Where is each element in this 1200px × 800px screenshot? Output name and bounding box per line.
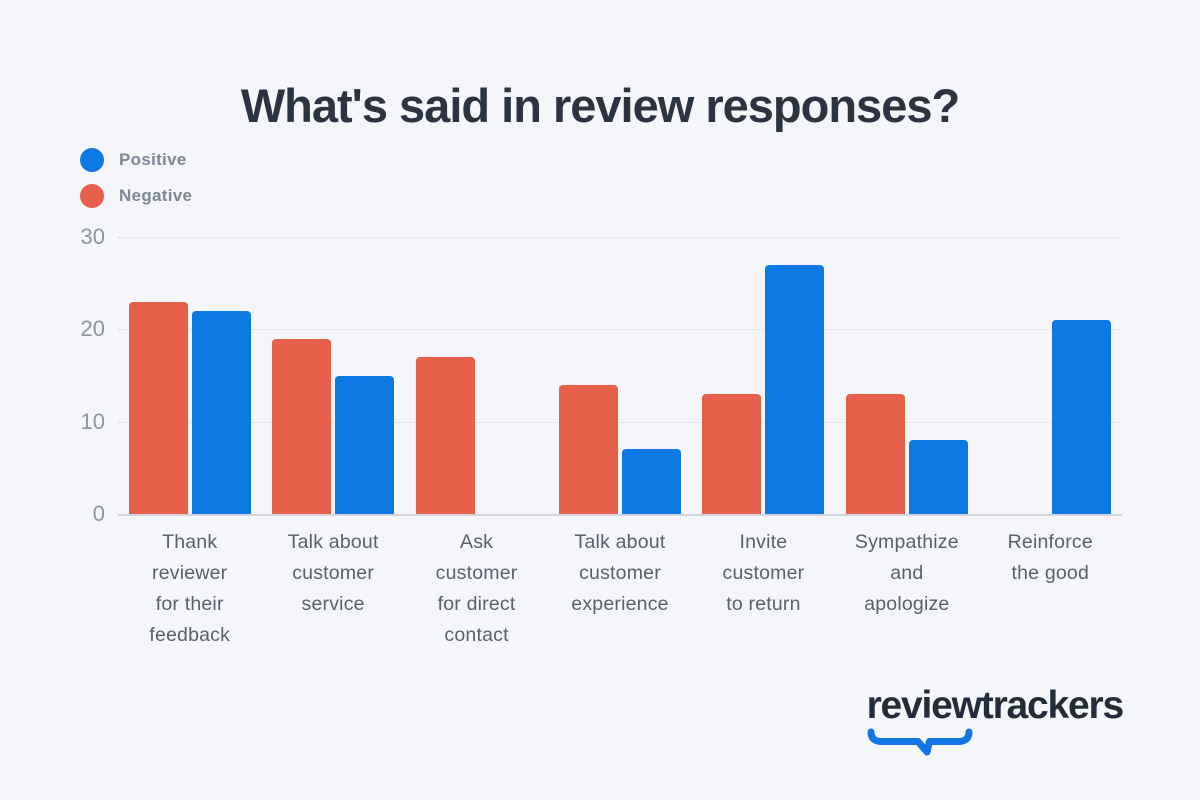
y-tick-30: 30 [80,224,105,249]
logo: reviewtrackers [866,684,1125,756]
positive-swatch-icon [80,148,104,172]
legend-label-negative: Negative [119,186,193,205]
category-label-1: Thank reviewer for their feedback [149,531,231,646]
legend-item-negative: Negative [80,182,192,210]
bar-positive-group-1 [191,310,251,514]
legend: Positive Negative [80,146,192,218]
gridline-10 [118,421,1122,423]
bar-negative-group-1 [128,301,188,514]
logo-swoosh-icon [867,728,973,756]
category-label-6: Sympathize and apologize [854,531,959,615]
bar-negative-group-4 [559,384,618,514]
legend-label-positive: Positive [119,150,187,169]
gridline-30 [118,237,1122,238]
bar-positive-group-6 [908,440,968,514]
bar-negative-group-6 [845,393,905,514]
gridline-20 [118,329,1122,331]
category-label-5: Invite customer to return [722,531,805,615]
category-label-7: Reinforce the good [1007,531,1093,584]
bar-positive-group-4 [622,449,681,514]
logo-text: reviewtrackers [866,684,1125,727]
negative-swatch-icon [80,184,104,208]
chart-title: What's said in review responses? [240,79,960,132]
bar-positive-group-7 [1052,320,1112,514]
x-axis-line [118,514,1122,516]
y-tick-10: 10 [80,408,105,434]
bar-negative-group-5 [702,393,762,514]
category-label-3: Ask customer for direct contact [435,531,518,646]
bar-negative-group-3 [415,357,475,514]
bar-negative-group-2 [272,338,332,514]
legend-item-positive: Positive [80,146,192,174]
bar-positive-group-2 [335,375,395,514]
y-tick-20: 20 [80,316,105,342]
category-label-2: Talk about customer service [287,531,379,615]
category-label-4: Talk about customer experience [571,531,669,615]
bar-positive-group-5 [765,264,825,514]
y-tick-0: 0 [92,501,105,526]
